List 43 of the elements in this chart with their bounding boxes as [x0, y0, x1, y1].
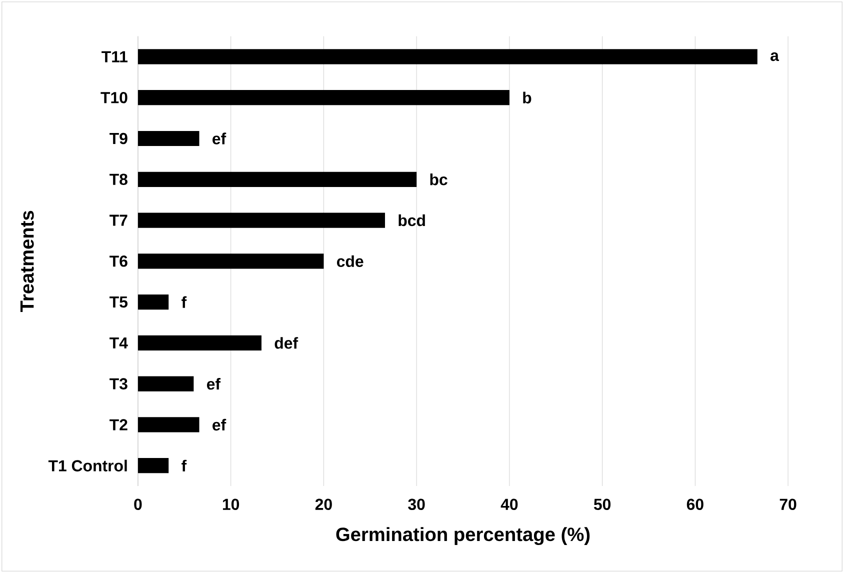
y-tick-label: T5 [110, 296, 128, 308]
y-tick-label: T3 [110, 378, 128, 390]
bar [138, 130, 200, 146]
x-tick-label: 60 [686, 498, 704, 510]
bar [138, 458, 169, 474]
y-tick-label: T8 [110, 174, 128, 186]
y-tick-label: T10 [100, 92, 128, 104]
annotation: ef [212, 418, 226, 431]
annotation: bcd [398, 214, 425, 226]
annotation: ef [206, 378, 221, 390]
y-tick-label: T6 [110, 256, 128, 267]
y-tick-label: T2 [110, 419, 128, 430]
x-tick-label: 20 [315, 498, 332, 510]
y-tick-label: T11 [102, 51, 128, 62]
annotation: a [770, 52, 780, 62]
annotation: b [523, 92, 532, 104]
bar [138, 212, 385, 228]
bar [138, 172, 417, 187]
y-axis-title: Treatments [20, 210, 34, 312]
bar [138, 49, 758, 64]
x-tick-label: 50 [594, 498, 611, 510]
annotation: bc [430, 174, 448, 186]
bar [138, 335, 262, 350]
y-tick-label: T1 Control [48, 460, 127, 472]
x-tick-label: 40 [500, 498, 518, 510]
annotation: cde [336, 255, 364, 268]
x-tick-label: 30 [408, 498, 425, 510]
bar [138, 90, 510, 106]
annotation: ef [212, 132, 226, 144]
annotation: f [182, 460, 187, 472]
annotation: def [274, 337, 298, 349]
y-tick-label: T7 [110, 214, 128, 226]
x-tick-label: 0 [134, 498, 142, 510]
bar [138, 294, 169, 310]
bar [138, 417, 200, 432]
x-tick-label: 70 [780, 498, 796, 510]
y-tick-label: T9 [110, 132, 128, 144]
y-tick-label: T4 [110, 337, 128, 348]
x-tick-label: 10 [222, 498, 240, 510]
bar [138, 376, 194, 392]
annotation: f [182, 296, 187, 308]
bar [138, 254, 324, 269]
x-axis-title: Germination percentage (%) [336, 527, 590, 546]
